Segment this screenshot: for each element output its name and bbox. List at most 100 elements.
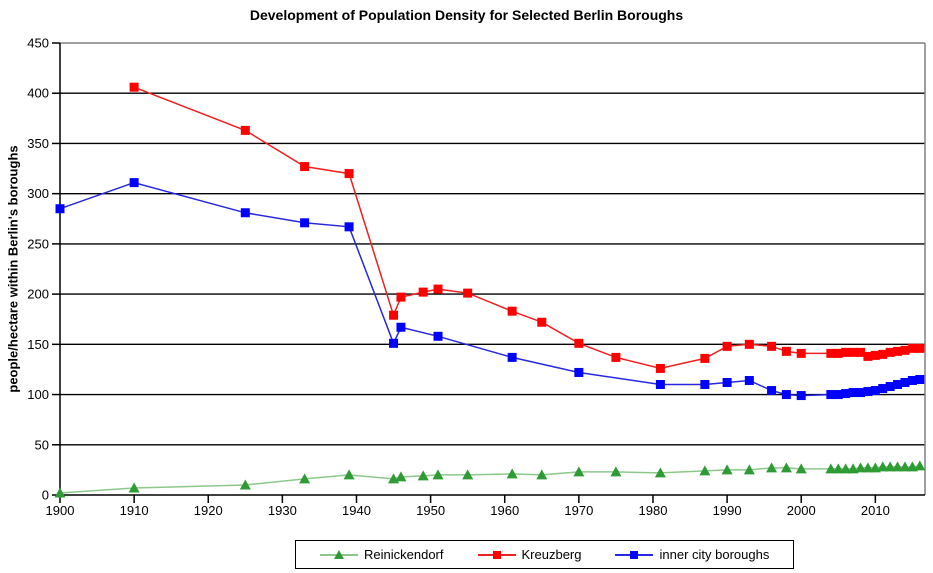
marker-kreuzberg-2009 xyxy=(863,351,873,361)
marker-reinickendorf-2014 xyxy=(899,461,911,472)
marker-reinickendorf-2011 xyxy=(877,461,889,472)
reinickendorf-marker-icon xyxy=(320,549,358,560)
y-tick-label-300: 300 xyxy=(27,186,49,201)
y-tick-label-350: 350 xyxy=(27,136,49,151)
marker-reinickendorf-1981 xyxy=(654,467,666,478)
marker-kreuzberg-2011 xyxy=(878,349,888,359)
marker-kreuzberg-1990 xyxy=(722,341,732,351)
x-tick-label-1920: 1920 xyxy=(194,503,223,518)
marker-reinickendorf-2004 xyxy=(825,463,837,474)
marker-reinickendorf-1987 xyxy=(699,465,711,476)
marker-reinickendorf-1933 xyxy=(299,473,311,484)
marker-inner-city-boroughs-2000 xyxy=(796,391,806,401)
marker-inner-city-boroughs-1961 xyxy=(507,352,517,362)
x-tick-label-1990: 1990 xyxy=(713,503,742,518)
marker-kreuzberg-2007 xyxy=(848,347,858,357)
marker-reinickendorf-1961 xyxy=(506,468,518,479)
marker-kreuzberg-2015 xyxy=(907,343,917,353)
marker-inner-city-boroughs-2012 xyxy=(885,382,895,392)
marker-reinickendorf-1998 xyxy=(780,462,792,473)
marker-reinickendorf-2016 xyxy=(914,460,926,471)
marker-inner-city-boroughs-1970 xyxy=(574,367,584,377)
marker-inner-city-boroughs-1925 xyxy=(240,208,250,218)
marker-kreuzberg-1910 xyxy=(129,82,139,92)
y-axis-title: people/hectare within Berlin's boroughs xyxy=(5,145,21,393)
marker-reinickendorf-1951 xyxy=(432,469,444,480)
marker-inner-city-boroughs-2007 xyxy=(848,388,858,398)
series-line-kreuzberg xyxy=(133,86,920,370)
marker-inner-city-boroughs-2008 xyxy=(856,388,866,398)
marker-inner-city-boroughs-2004 xyxy=(826,390,836,400)
marker-reinickendorf-1925 xyxy=(239,479,251,490)
marker-inner-city-boroughs-1945 xyxy=(389,338,399,348)
marker-kreuzberg-1970 xyxy=(574,338,584,348)
marker-kreuzberg-1955 xyxy=(463,288,473,298)
marker-inner-city-boroughs-2005 xyxy=(833,390,843,400)
marker-reinickendorf-1993 xyxy=(743,464,755,475)
chart-title: Development of Population Density for Se… xyxy=(249,7,684,23)
marker-kreuzberg-1975 xyxy=(611,352,621,362)
x-tick-label-1940: 1940 xyxy=(342,503,371,518)
legend-label-reinickendorf: Reinickendorf xyxy=(364,547,444,562)
marker-inner-city-boroughs-1946 xyxy=(396,322,406,332)
marker-kreuzberg-1945 xyxy=(389,310,399,320)
marker-inner-city-boroughs-1910 xyxy=(129,178,139,188)
marker-kreuzberg-1949 xyxy=(418,287,428,297)
marker-kreuzberg-1961 xyxy=(507,306,517,316)
marker-reinickendorf-2005 xyxy=(832,463,844,474)
marker-kreuzberg-1998 xyxy=(781,346,791,356)
marker-inner-city-boroughs-1951 xyxy=(433,331,443,341)
marker-inner-city-boroughs-2016 xyxy=(915,374,925,384)
inner-city-marker-icon xyxy=(615,549,654,560)
marker-reinickendorf-1975 xyxy=(610,466,622,477)
marker-kreuzberg-1933 xyxy=(300,162,310,172)
x-tick-label-1900: 1900 xyxy=(46,503,75,518)
x-tick-label-1960: 1960 xyxy=(490,503,519,518)
marker-kreuzberg-2016 xyxy=(915,343,925,353)
marker-inner-city-boroughs-1987 xyxy=(700,380,710,390)
marker-kreuzberg-1993 xyxy=(744,339,754,349)
marker-kreuzberg-1981 xyxy=(655,363,665,373)
marker-reinickendorf-2012 xyxy=(884,461,896,472)
x-tick-label-1950: 1950 xyxy=(416,503,445,518)
marker-inner-city-boroughs-2011 xyxy=(878,384,888,394)
marker-inner-city-boroughs-2013 xyxy=(893,380,903,390)
series-line-reinickendorf xyxy=(59,465,920,494)
marker-reinickendorf-1965 xyxy=(536,469,548,480)
y-tick-label-150: 150 xyxy=(27,337,49,352)
marker-reinickendorf-1939 xyxy=(343,469,355,480)
marker-reinickendorf-2013 xyxy=(892,461,904,472)
marker-inner-city-boroughs-1996 xyxy=(767,386,777,396)
marker-reinickendorf-1946 xyxy=(395,471,407,482)
marker-inner-city-boroughs-1998 xyxy=(781,390,791,400)
y-tick-label-100: 100 xyxy=(27,387,49,402)
marker-reinickendorf-2000 xyxy=(795,463,807,474)
marker-kreuzberg-1996 xyxy=(767,341,777,351)
x-tick-label-1930: 1930 xyxy=(268,503,297,518)
marker-inner-city-boroughs-1993 xyxy=(744,375,754,385)
kreuzberg-marker-icon xyxy=(477,549,516,560)
marker-kreuzberg-1987 xyxy=(700,353,710,363)
marker-inner-city-boroughs-1990 xyxy=(722,378,732,388)
marker-reinickendorf-1970 xyxy=(573,466,585,477)
marker-reinickendorf-1949 xyxy=(417,470,429,481)
marker-kreuzberg-2000 xyxy=(796,348,806,358)
y-tick-label-0: 0 xyxy=(42,488,49,503)
marker-kreuzberg-2004 xyxy=(826,348,836,358)
x-tick-label-1970: 1970 xyxy=(564,503,593,518)
marker-inner-city-boroughs-1981 xyxy=(655,380,665,390)
marker-kreuzberg-1925 xyxy=(240,125,250,135)
marker-inner-city-boroughs-2006 xyxy=(841,389,851,399)
legend: Reinickendorf Kreuzberg inner city borou… xyxy=(295,540,795,569)
legend-label-kreuzberg: Kreuzberg xyxy=(521,547,582,562)
marker-kreuzberg-1965 xyxy=(537,317,547,327)
x-tick-label-2010: 2010 xyxy=(861,503,890,518)
legend-item-kreuzberg: Kreuzberg xyxy=(477,547,582,562)
marker-inner-city-boroughs-2014 xyxy=(900,378,910,388)
y-tick-label-200: 200 xyxy=(27,287,49,302)
y-tick-label-50: 50 xyxy=(35,437,49,452)
y-tick-label-250: 250 xyxy=(27,236,49,251)
y-tick-label-450: 450 xyxy=(27,36,49,51)
